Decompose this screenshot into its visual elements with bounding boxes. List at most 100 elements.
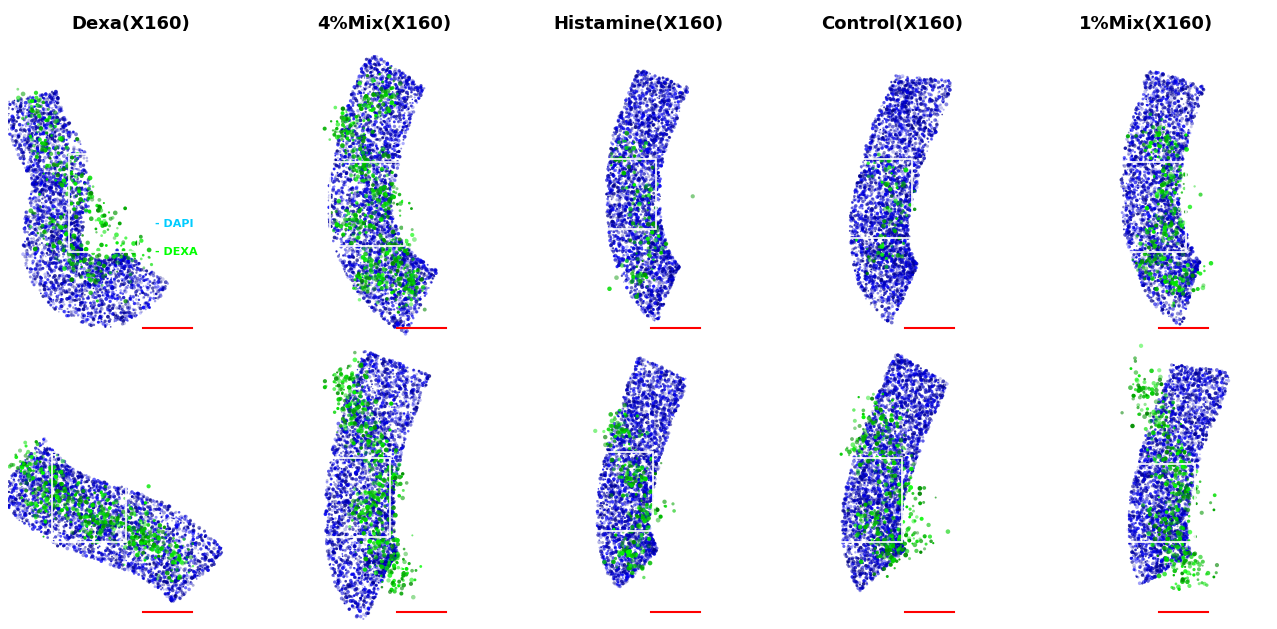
Point <box>386 552 406 562</box>
Point <box>1156 258 1176 268</box>
Point <box>65 231 86 241</box>
Point <box>110 288 130 298</box>
Point <box>609 487 630 498</box>
Point <box>1145 453 1166 463</box>
Point <box>610 554 631 564</box>
Point <box>911 429 931 439</box>
Point <box>1149 519 1170 529</box>
Point <box>890 491 911 501</box>
Point <box>1138 129 1158 139</box>
Point <box>664 267 684 277</box>
Point <box>395 433 415 443</box>
Point <box>355 597 375 607</box>
Point <box>364 496 384 506</box>
Point <box>849 447 870 457</box>
Point <box>364 152 384 162</box>
Point <box>637 437 658 447</box>
Point <box>1197 419 1217 429</box>
Point <box>842 478 862 488</box>
Point <box>600 464 621 474</box>
Point <box>73 249 93 259</box>
Point <box>853 493 873 503</box>
Point <box>594 470 614 481</box>
Point <box>1135 240 1156 250</box>
Point <box>392 399 412 409</box>
Point <box>912 374 932 384</box>
Point <box>596 538 617 548</box>
Point <box>1177 573 1198 583</box>
Point <box>391 223 411 233</box>
Point <box>101 268 121 278</box>
Point <box>132 525 152 535</box>
Point <box>885 476 905 486</box>
Point <box>1162 478 1183 488</box>
Point <box>1153 395 1174 405</box>
Point <box>1160 389 1180 399</box>
Point <box>381 276 401 286</box>
Point <box>374 130 395 140</box>
Point <box>396 564 416 574</box>
Point <box>873 531 894 541</box>
Point <box>387 553 407 563</box>
Point <box>374 555 395 565</box>
Point <box>414 287 434 298</box>
Point <box>57 235 78 245</box>
Point <box>1185 493 1205 503</box>
Point <box>882 290 903 300</box>
Point <box>361 602 382 612</box>
Point <box>667 391 687 401</box>
Point <box>56 487 77 498</box>
Point <box>1145 562 1166 572</box>
Point <box>1190 373 1211 383</box>
Point <box>66 185 87 195</box>
Point <box>868 554 889 564</box>
Point <box>384 547 405 557</box>
Point <box>882 174 903 184</box>
Point <box>916 83 936 93</box>
Point <box>1149 481 1170 491</box>
Point <box>97 520 117 530</box>
Point <box>848 450 868 460</box>
Point <box>882 532 903 542</box>
Point <box>175 571 195 581</box>
Point <box>1161 219 1181 229</box>
Point <box>891 542 912 552</box>
Point <box>105 233 125 243</box>
Point <box>900 259 921 269</box>
Point <box>41 184 61 194</box>
Point <box>621 381 641 391</box>
Point <box>879 231 899 242</box>
Point <box>1181 412 1202 422</box>
Point <box>1170 250 1190 260</box>
Point <box>17 479 37 489</box>
Point <box>908 384 928 394</box>
Point <box>1154 545 1175 555</box>
Point <box>872 510 893 520</box>
Point <box>613 269 633 279</box>
Point <box>655 282 676 292</box>
Point <box>885 434 905 444</box>
Point <box>1122 132 1143 142</box>
Point <box>891 237 912 247</box>
Point <box>352 585 373 595</box>
Point <box>596 461 617 471</box>
Point <box>628 151 649 161</box>
Point <box>1156 204 1176 214</box>
Point <box>844 192 865 203</box>
Point <box>616 185 636 195</box>
Point <box>590 532 610 542</box>
Point <box>893 501 913 511</box>
Point <box>673 374 693 384</box>
Point <box>56 114 77 125</box>
Point <box>616 431 636 441</box>
Point <box>881 227 902 237</box>
Point <box>340 201 360 211</box>
Point <box>80 536 101 546</box>
Point <box>854 285 875 295</box>
Point <box>374 530 395 540</box>
Point <box>368 379 388 389</box>
Point <box>387 253 407 263</box>
Point <box>110 511 130 521</box>
Point <box>347 436 368 446</box>
Point <box>379 152 400 162</box>
